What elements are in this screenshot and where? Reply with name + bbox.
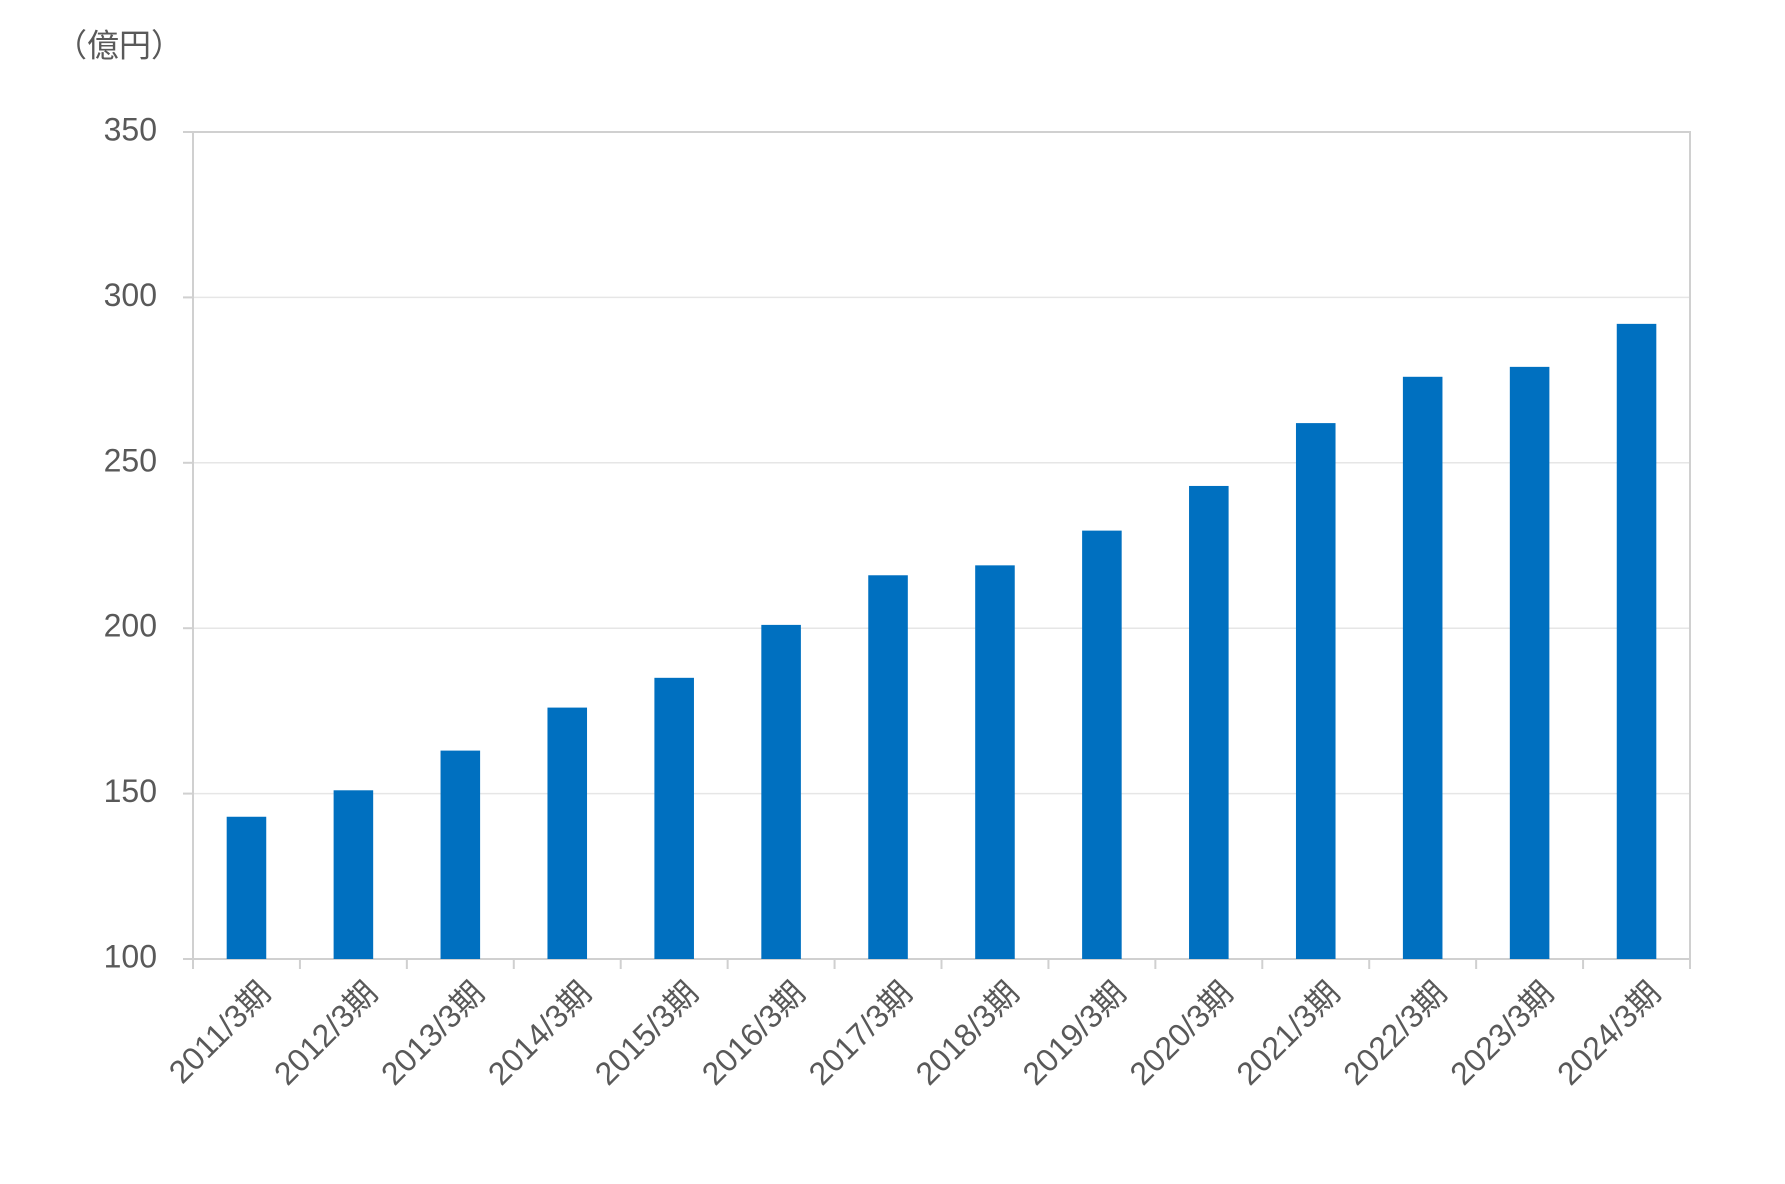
bar	[1082, 530, 1122, 959]
x-tick-label: 2022/3期	[1336, 974, 1453, 1091]
x-tick-label: 2020/3期	[1122, 974, 1239, 1091]
plot-frame	[192, 131, 1691, 960]
x-tick-label: 2013/3期	[374, 974, 491, 1091]
y-tick-label: 200	[104, 608, 157, 644]
x-tick-label: 2012/3期	[267, 974, 384, 1091]
bar	[440, 750, 481, 959]
bar	[1189, 485, 1229, 959]
bar	[654, 677, 694, 959]
bar	[868, 575, 908, 959]
x-tick-label: 2011/3期	[162, 974, 278, 1090]
x-tick-label: 2014/3期	[481, 974, 598, 1091]
bar	[333, 790, 374, 959]
bar	[1402, 376, 1443, 959]
x-tick-label: 2017/3期	[802, 974, 919, 1091]
bar	[1616, 323, 1657, 959]
y-tick-label: 250	[104, 442, 157, 478]
x-tick-label: 2019/3期	[1016, 974, 1133, 1091]
bar	[1509, 366, 1550, 959]
bar	[547, 707, 588, 959]
bar	[761, 624, 801, 959]
x-tick-label: 2024/3期	[1550, 974, 1667, 1091]
x-tick-label: 2021/3期	[1229, 974, 1346, 1091]
y-unit-label: （億円）	[55, 27, 183, 63]
x-tick-label: 2018/3期	[909, 974, 1026, 1091]
x-tick-label: 2023/3期	[1443, 974, 1560, 1091]
bar	[1295, 423, 1336, 959]
y-tick-label: 350	[104, 111, 157, 147]
y-tick-label: 300	[104, 277, 157, 313]
bar	[975, 565, 1015, 959]
x-tick-label: 2015/3期	[588, 974, 705, 1091]
y-tick-label: 150	[104, 773, 157, 809]
x-tick-label: 2016/3期	[695, 974, 812, 1091]
y-tick-label: 100	[104, 938, 157, 974]
bar	[226, 816, 267, 959]
